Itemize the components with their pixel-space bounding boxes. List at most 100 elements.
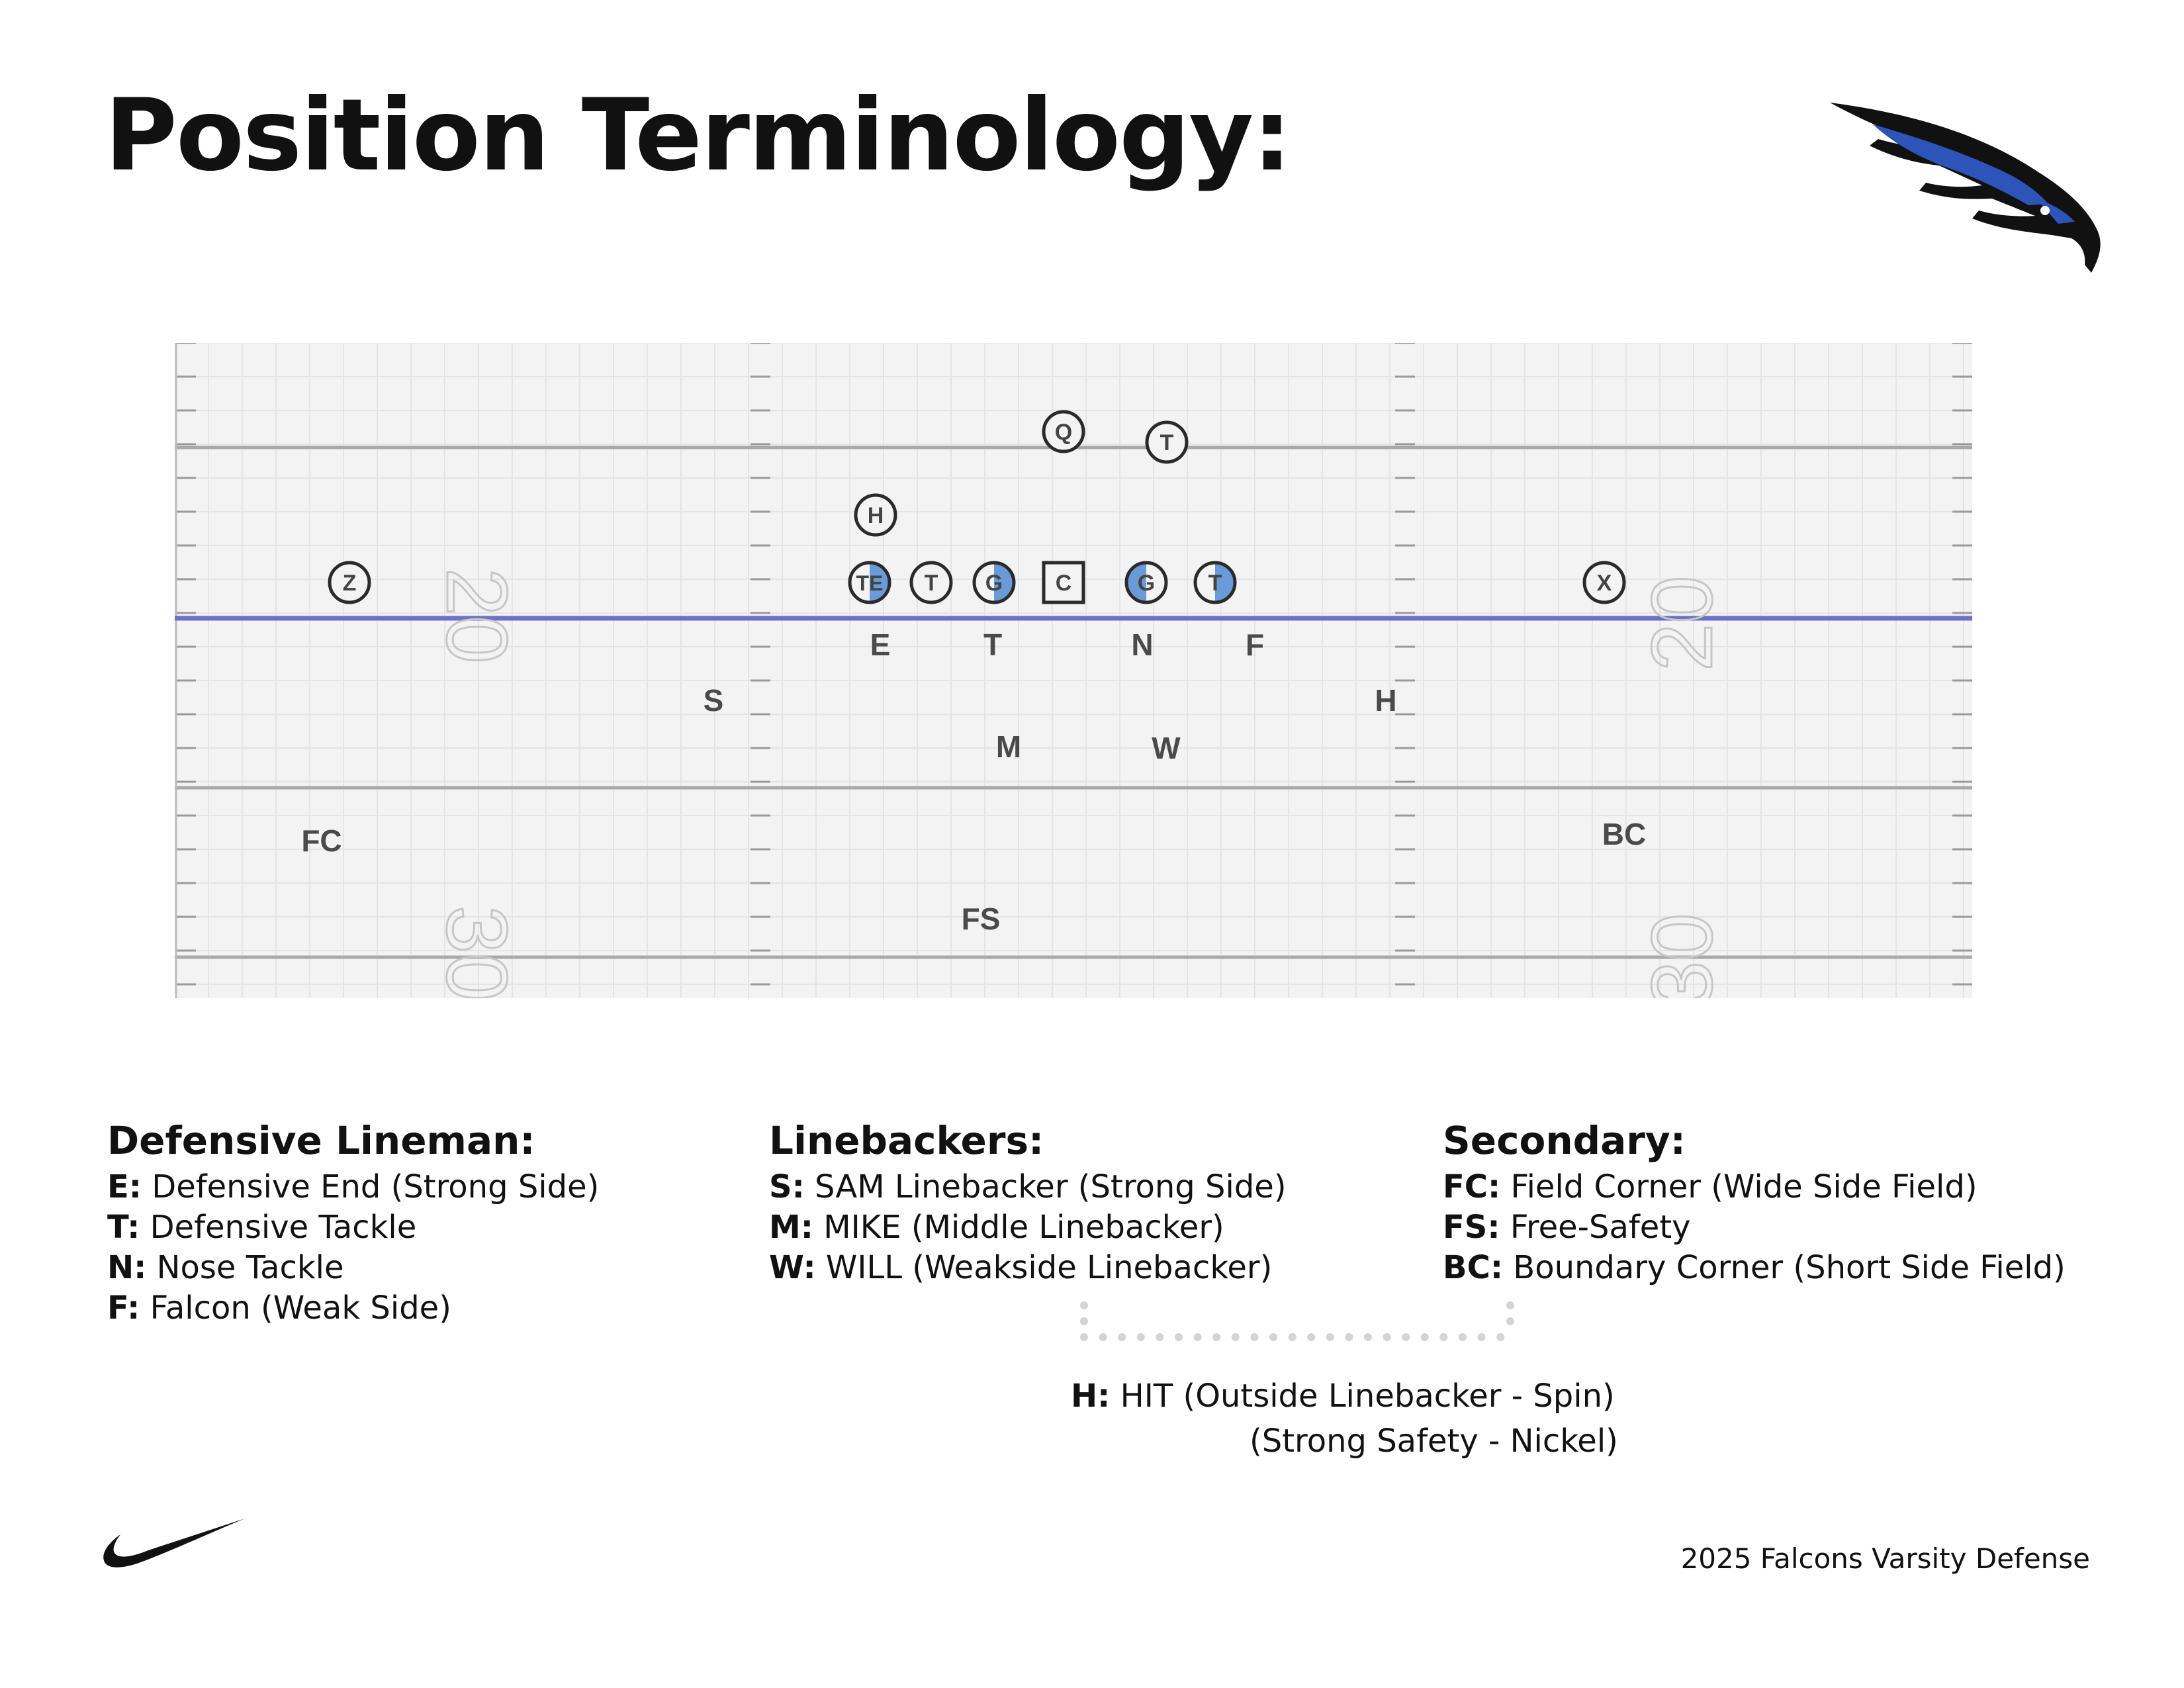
offense-player-h-back: H — [854, 493, 897, 537]
connector-dot — [1231, 1333, 1240, 1341]
offense-label: TE — [856, 571, 884, 595]
player-circle — [1124, 561, 1168, 604]
half-shade — [1215, 563, 1235, 602]
legend-code: T: — [107, 1208, 140, 1246]
legend-item: N: Nose Tackle — [107, 1248, 599, 1288]
defense-label-bc: BC — [1602, 817, 1646, 851]
hit-definition: H: HIT (Outside Linebacker - Spin) (Stro… — [1071, 1374, 1618, 1464]
legend-desc: Free-Safety — [1500, 1208, 1691, 1246]
offense-player-g-right: G — [1124, 561, 1168, 604]
connector-dot — [1383, 1333, 1391, 1341]
legend-code: H: — [1071, 1378, 1111, 1415]
connector-dot — [1156, 1333, 1164, 1341]
offense-label: T — [925, 571, 938, 596]
player-circle-bg — [1044, 412, 1083, 451]
defense-label-f: F — [1246, 628, 1264, 662]
connector-dot — [1496, 1333, 1505, 1341]
connector-dot — [1506, 1317, 1514, 1325]
connector-dot — [1175, 1333, 1183, 1341]
half-shade — [870, 563, 889, 602]
offense-player-z: Z — [328, 561, 371, 604]
swoosh-logo — [103, 1519, 245, 1568]
connector-dot — [1420, 1333, 1429, 1341]
page-title: Position Terminology: — [105, 78, 1292, 193]
legend-desc: Defensive End (Strong Side) — [141, 1168, 600, 1205]
connector-dot — [1307, 1333, 1316, 1341]
player-circle — [1145, 420, 1189, 464]
player-circle — [328, 561, 371, 604]
offense-player-g-left: G — [972, 561, 1016, 604]
legend-code: N: — [107, 1248, 147, 1286]
yard-number: 30 — [1633, 913, 1730, 998]
connector-dot — [1080, 1317, 1088, 1325]
legend-item: W: WILL (Weakside Linebacker) — [769, 1248, 1287, 1288]
half-shade — [994, 563, 1014, 602]
connector-dot — [1136, 1333, 1145, 1341]
secondary-section: Secondary: FC: Field Corner (Wide Side F… — [1443, 1119, 2066, 1288]
defense-label-s: S — [704, 683, 724, 718]
offense-player-q: Q — [1042, 410, 1085, 453]
legend-code: W: — [769, 1248, 816, 1286]
player-circle-bg — [856, 495, 895, 535]
player-circle — [854, 493, 897, 537]
defense-label-h: H — [1375, 683, 1396, 718]
connector-dot — [1326, 1333, 1334, 1341]
offense-label: Q — [1055, 420, 1072, 445]
player-circle — [1193, 561, 1237, 604]
offense-player-t-back: T — [1145, 420, 1189, 464]
yard-number: 20 — [1633, 575, 1730, 671]
dotted-connector — [1080, 1301, 1514, 1341]
player-circle — [972, 561, 1016, 604]
hash-marks — [176, 343, 1972, 986]
legend-item: M: MIKE (Middle Linebacker) — [769, 1207, 1287, 1248]
legend-code: M: — [769, 1208, 813, 1246]
legend-code: FS: — [1443, 1208, 1500, 1246]
connector-dot — [1477, 1333, 1486, 1341]
connector-dot — [1212, 1333, 1221, 1341]
offense-label: C — [1056, 571, 1072, 596]
offense-label: H — [868, 503, 884, 528]
defensive-lineman-section: Defensive Lineman: E: Defensive End (Str… — [107, 1119, 599, 1329]
defense-label-e: E — [870, 628, 891, 662]
half-shade — [1126, 563, 1146, 602]
defense-label-t: T — [983, 628, 1002, 662]
field-grid — [175, 343, 1972, 998]
legend-desc: Nose Tackle — [146, 1248, 344, 1286]
legend-item: F: Falcon (Weak Side) — [107, 1288, 599, 1329]
connector-dot — [1269, 1333, 1277, 1341]
player-circle — [909, 561, 953, 604]
connector-dot — [1099, 1333, 1107, 1341]
player-circle — [1582, 561, 1626, 604]
legend-code: FC: — [1443, 1168, 1501, 1205]
legend-item: BC: Boundary Corner (Short Side Field) — [1443, 1248, 2066, 1288]
player-circle-bg — [911, 563, 951, 602]
legend-desc: Field Corner (Wide Side Field) — [1500, 1168, 1978, 1205]
defense-label-w: W — [1152, 731, 1181, 765]
connector-dot — [1459, 1333, 1467, 1341]
connector-dot — [1288, 1333, 1297, 1341]
defense-label-m: M — [996, 729, 1021, 764]
legend-desc: HIT (Outside Linebacker - Spin) — [1110, 1378, 1615, 1415]
legend-code: BC: — [1443, 1248, 1504, 1286]
legend-item: T: Defensive Tackle — [107, 1207, 599, 1248]
offense-label: Z — [343, 571, 357, 596]
connector-dot — [1118, 1333, 1126, 1341]
connector-dot — [1080, 1301, 1088, 1309]
connector-dot — [1345, 1333, 1353, 1341]
legend-item: FS: Free-Safety — [1443, 1207, 2066, 1248]
connector-dot — [1439, 1333, 1448, 1341]
legend-desc: SAM Linebacker (Strong Side) — [804, 1168, 1287, 1205]
connector-dot — [1402, 1333, 1410, 1341]
legend-code: E: — [107, 1168, 142, 1205]
connector-dot — [1250, 1333, 1259, 1341]
yard-number: 20 — [429, 568, 525, 664]
section-heading: Defensive Lineman: — [107, 1118, 535, 1163]
field-background — [175, 343, 1972, 998]
section-heading: Linebackers: — [769, 1118, 1044, 1163]
defense-label-fc: FC — [301, 823, 341, 858]
player-circle-bg — [330, 563, 369, 602]
player-circle — [848, 561, 891, 604]
falcon-head-logo — [1830, 103, 2101, 273]
defense-label-fs: FS — [962, 902, 1001, 936]
